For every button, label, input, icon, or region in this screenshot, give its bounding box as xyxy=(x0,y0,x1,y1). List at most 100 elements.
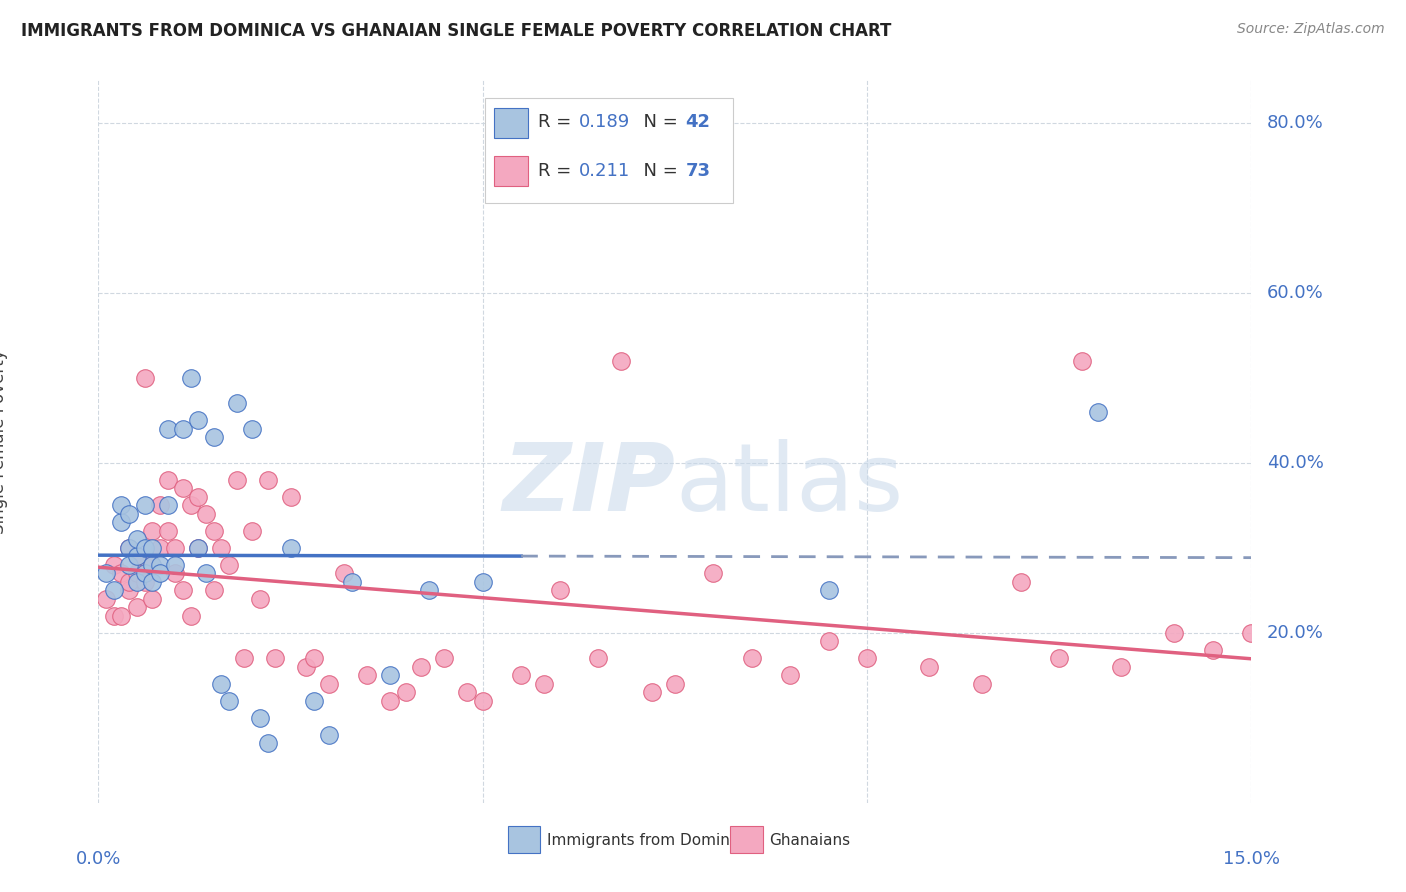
Point xyxy=(180,371,202,385)
Text: 42: 42 xyxy=(685,113,710,131)
Text: Single Female Poverty: Single Female Poverty xyxy=(0,350,7,533)
Point xyxy=(156,498,179,512)
Text: 73: 73 xyxy=(685,161,710,179)
Point xyxy=(118,574,141,589)
Point xyxy=(118,541,141,555)
Point xyxy=(118,507,141,521)
Point xyxy=(118,558,141,572)
Point xyxy=(187,541,209,555)
Point xyxy=(156,524,179,538)
Point xyxy=(256,736,278,750)
Point xyxy=(141,558,163,572)
Point xyxy=(395,685,418,699)
Point xyxy=(318,728,340,742)
Point xyxy=(156,473,179,487)
Bar xyxy=(494,156,529,186)
Text: 0.211: 0.211 xyxy=(579,161,630,179)
Point xyxy=(195,507,218,521)
Point xyxy=(548,583,571,598)
Point xyxy=(187,413,209,427)
Point xyxy=(202,524,225,538)
Point xyxy=(356,668,378,682)
Point xyxy=(264,651,287,665)
Point xyxy=(1071,353,1094,368)
Point xyxy=(418,583,440,598)
Text: ZIP: ZIP xyxy=(502,439,675,531)
Point xyxy=(134,498,156,512)
Bar xyxy=(494,108,529,138)
Point xyxy=(972,677,994,691)
Point xyxy=(225,396,247,410)
Point xyxy=(411,660,433,674)
Point xyxy=(280,490,302,504)
Point xyxy=(302,694,325,708)
Point xyxy=(195,566,218,581)
Point xyxy=(103,583,125,598)
Point xyxy=(510,668,533,682)
Point xyxy=(664,677,686,691)
Point xyxy=(134,574,156,589)
Text: atlas: atlas xyxy=(675,439,903,531)
Point xyxy=(741,651,763,665)
Point xyxy=(118,583,141,598)
Point xyxy=(610,353,633,368)
Text: N =: N = xyxy=(633,161,683,179)
Point xyxy=(110,608,132,623)
Text: 20.0%: 20.0% xyxy=(1267,624,1323,642)
Point xyxy=(141,574,163,589)
Point xyxy=(586,651,609,665)
Point xyxy=(456,685,478,699)
Point xyxy=(218,694,240,708)
Point xyxy=(180,498,202,512)
Point xyxy=(125,533,148,547)
Point xyxy=(295,660,318,674)
Point xyxy=(103,558,125,572)
Text: 40.0%: 40.0% xyxy=(1267,454,1323,472)
Point xyxy=(134,541,156,555)
Point xyxy=(125,549,148,564)
FancyBboxPatch shape xyxy=(485,98,733,203)
Text: Source: ZipAtlas.com: Source: ZipAtlas.com xyxy=(1237,22,1385,37)
Point xyxy=(471,574,494,589)
Text: IMMIGRANTS FROM DOMINICA VS GHANAIAN SINGLE FEMALE POVERTY CORRELATION CHART: IMMIGRANTS FROM DOMINICA VS GHANAIAN SIN… xyxy=(21,22,891,40)
Point xyxy=(149,566,172,581)
Point xyxy=(209,541,232,555)
Point xyxy=(240,524,263,538)
Point xyxy=(165,558,187,572)
Point xyxy=(702,566,724,581)
Text: 15.0%: 15.0% xyxy=(1223,849,1279,868)
Point xyxy=(180,608,202,623)
Point xyxy=(156,422,179,436)
Text: 80.0%: 80.0% xyxy=(1267,114,1323,132)
Point xyxy=(1010,574,1032,589)
Text: R =: R = xyxy=(537,161,576,179)
Point xyxy=(125,574,148,589)
Point xyxy=(202,430,225,444)
Point xyxy=(249,711,271,725)
Point xyxy=(333,566,356,581)
Point xyxy=(249,591,271,606)
Point xyxy=(187,490,209,504)
Point xyxy=(779,668,801,682)
Point xyxy=(240,422,263,436)
Point xyxy=(172,481,194,495)
Point xyxy=(125,600,148,615)
Point xyxy=(1202,642,1225,657)
Text: 0.189: 0.189 xyxy=(579,113,630,131)
Point xyxy=(202,583,225,598)
Point xyxy=(94,566,117,581)
Point xyxy=(380,668,402,682)
Point xyxy=(218,558,240,572)
Point xyxy=(172,583,194,598)
Point xyxy=(917,660,939,674)
Point xyxy=(302,651,325,665)
Text: 0.0%: 0.0% xyxy=(76,849,121,868)
Point xyxy=(856,651,879,665)
Point xyxy=(256,473,278,487)
Point xyxy=(149,541,172,555)
Point xyxy=(471,694,494,708)
Text: Immigrants from Dominica: Immigrants from Dominica xyxy=(547,833,752,848)
Point xyxy=(141,558,163,572)
Point xyxy=(340,574,363,589)
Point xyxy=(225,473,247,487)
